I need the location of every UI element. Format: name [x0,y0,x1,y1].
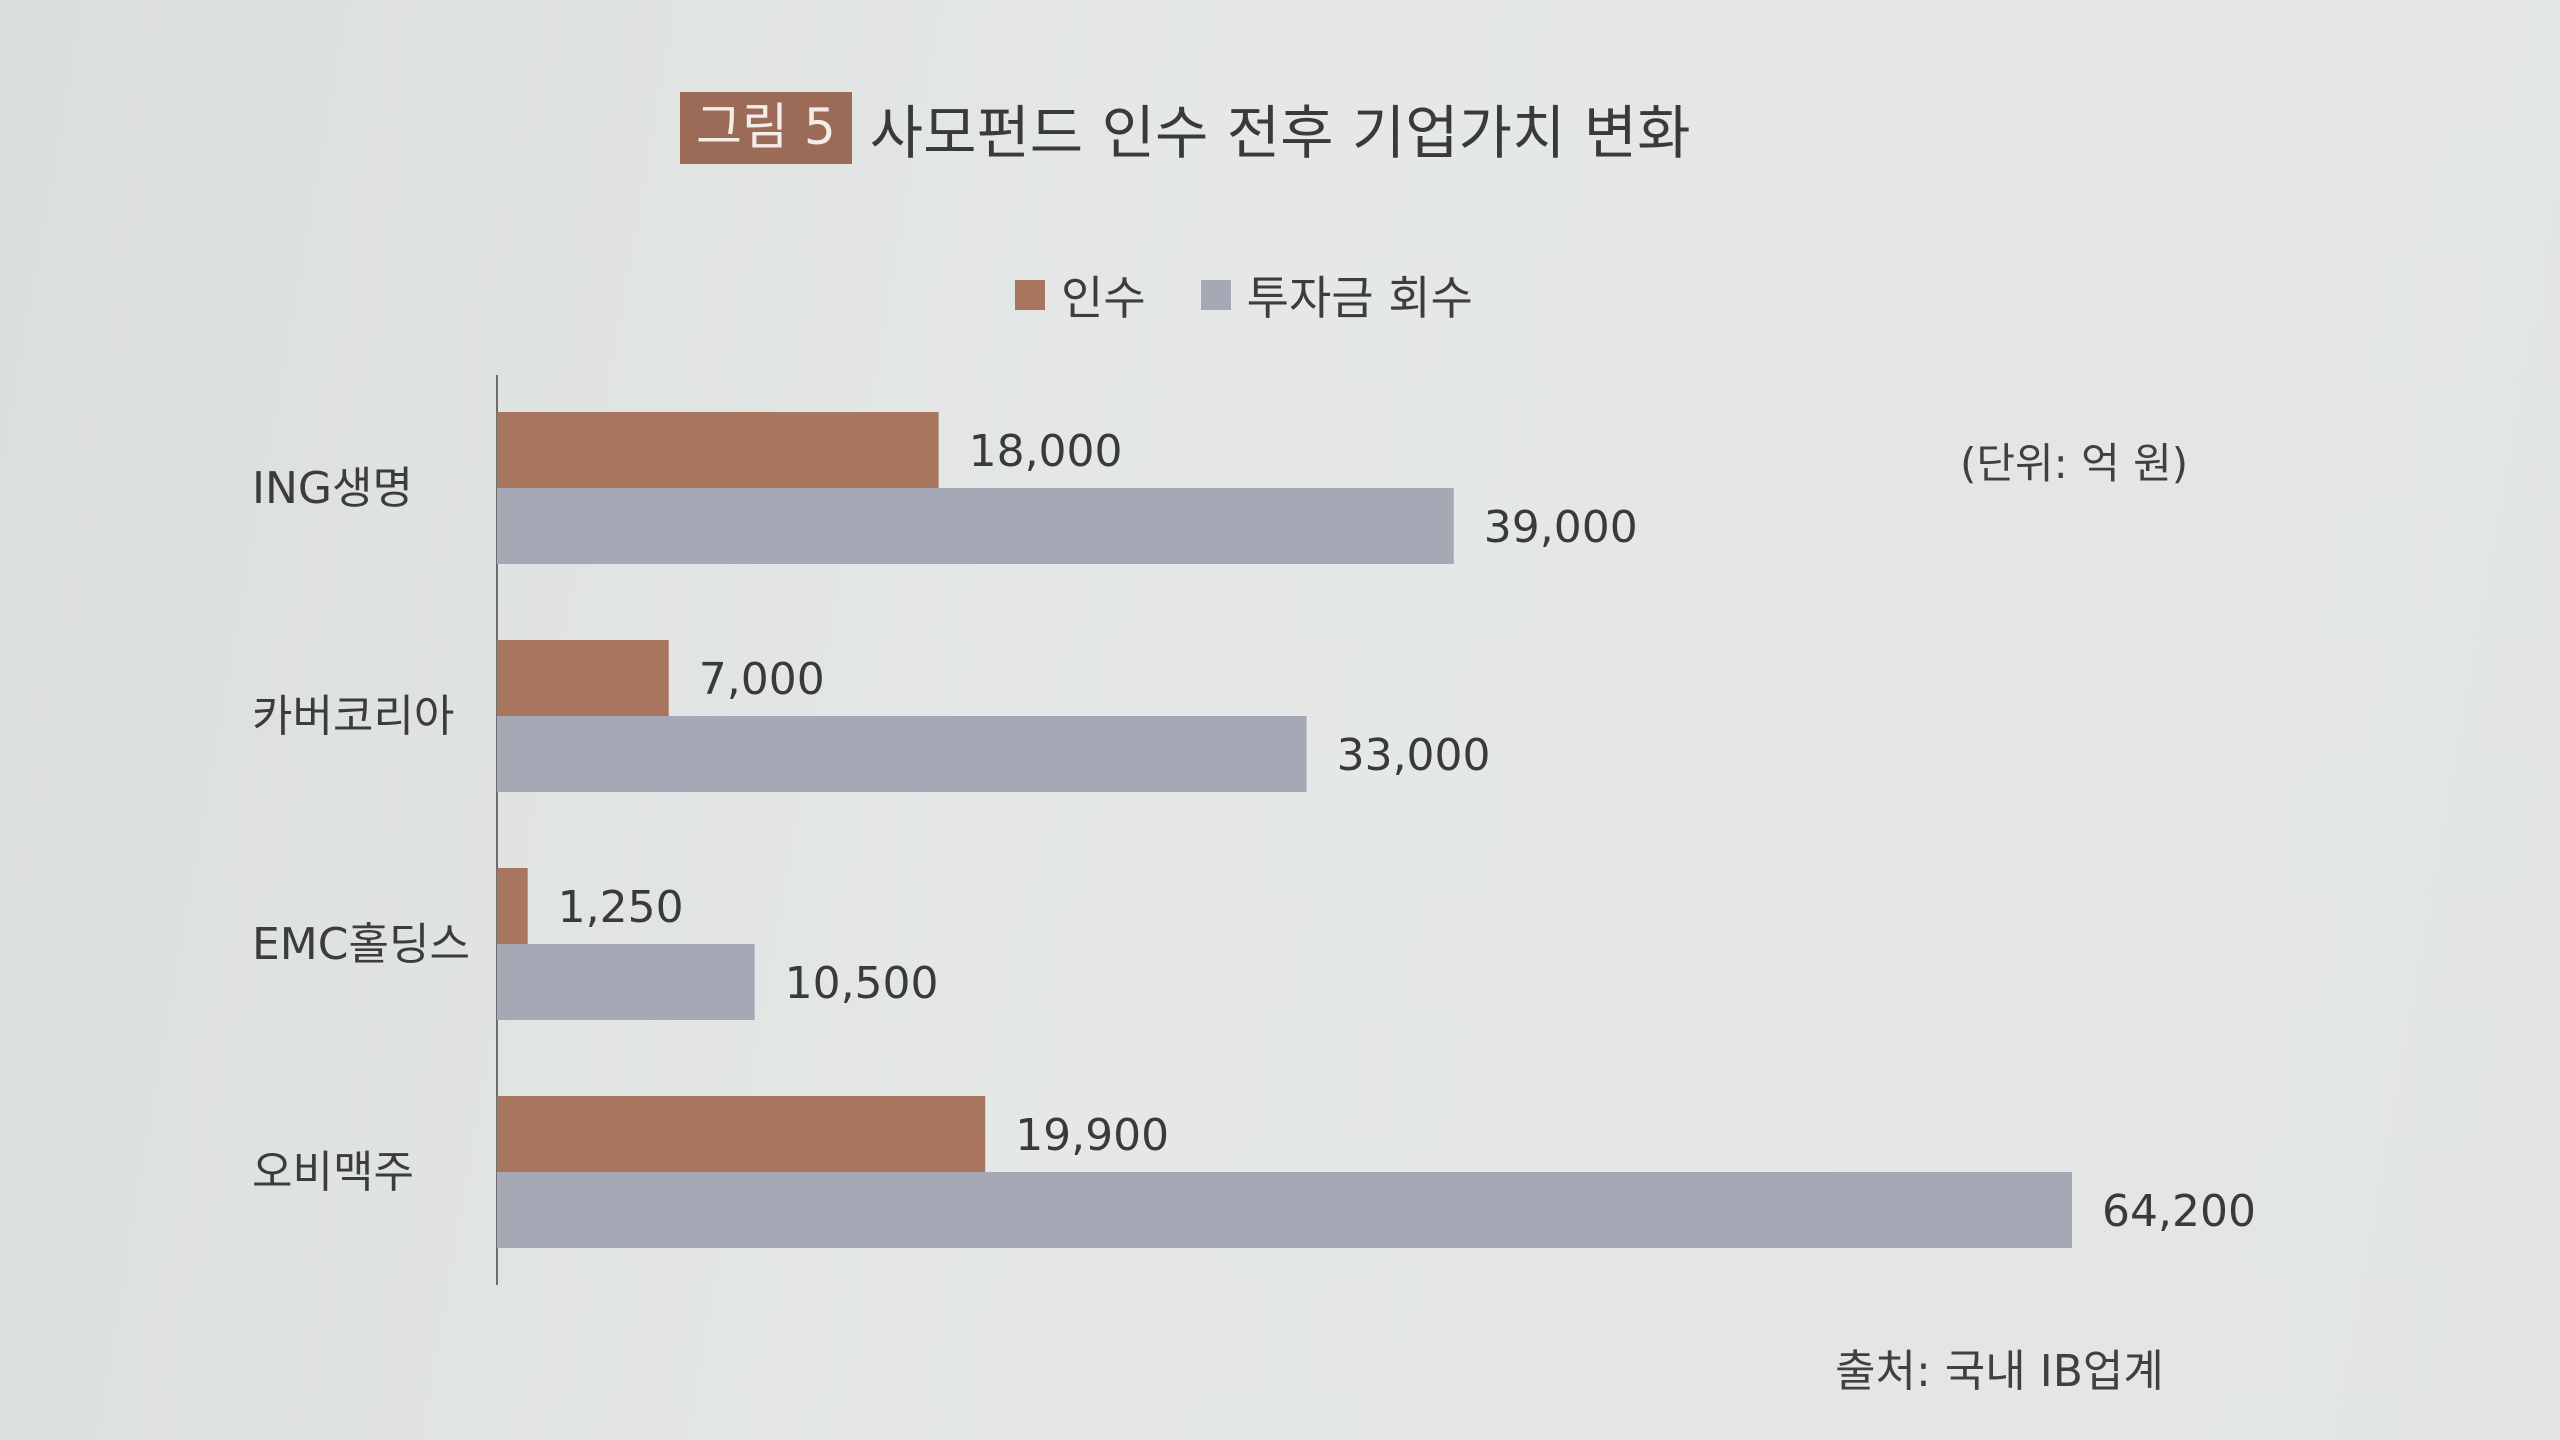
unit-note: (단위: 억 원) [1960,439,2189,488]
chart-legend: 인수 투자금 회수 [1015,262,1528,328]
figure-title: 그림 5 사모펀드 인수 전후 기업가치 변화 [680,88,1691,168]
value-label: 33,000 [1337,730,1491,781]
value-label: 64,200 [2102,1186,2256,1237]
legend-label-acquisition: 인수 [1061,271,1146,325]
source-note: 출처: 국내 IB업계 [1835,1346,2164,1397]
value-label: 7,000 [699,654,825,705]
bar-acquisition [497,868,528,944]
legend-item-recovery: 투자금 회수 [1200,262,1473,328]
legend-item-acquisition: 인수 [1015,262,1146,328]
bar-recovery [497,1172,2072,1248]
category-label: 카버코리아 [252,691,454,742]
figure-title-text: 사모펀드 인수 전후 기업가치 변화 [869,99,1691,167]
bar-acquisition [497,412,939,488]
value-label: 19,900 [1015,1110,1169,1161]
value-label: 39,000 [1484,502,1638,553]
legend-label-recovery: 투자금 회수 [1246,271,1473,325]
value-label: 1,250 [558,882,684,933]
category-label: EMC홀딩스 [252,919,470,970]
bar-recovery [497,716,1307,792]
bar-recovery [497,944,755,1020]
category-label: 오비맥주 [252,1147,414,1198]
value-label: 10,500 [785,958,939,1009]
legend-swatch-recovery [1200,280,1231,310]
figure-number-badge: 그림 5 [680,92,852,164]
bar-acquisition [497,1096,986,1172]
value-label: 18,000 [969,426,1123,477]
bar-acquisition [497,640,669,716]
legend-swatch-acquisition [1015,280,1045,310]
bar-recovery [497,488,1454,564]
category-label: ING생명 [252,463,413,514]
